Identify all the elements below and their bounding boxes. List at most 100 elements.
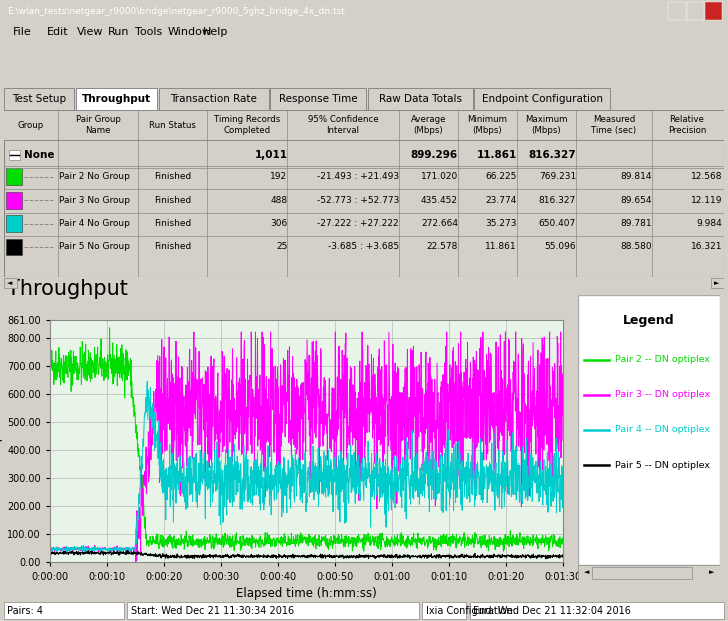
Text: 306: 306 bbox=[270, 219, 288, 228]
Bar bbox=[159, 88, 269, 110]
Text: Pair 3 -- DN optiplex: Pair 3 -- DN optiplex bbox=[615, 391, 710, 399]
Text: None: None bbox=[24, 150, 55, 160]
Text: Response Time: Response Time bbox=[279, 94, 357, 104]
Text: Minimum
(Mbps): Minimum (Mbps) bbox=[467, 116, 507, 135]
Text: Finished: Finished bbox=[154, 196, 191, 205]
Text: Pair 4 -- DN optiplex: Pair 4 -- DN optiplex bbox=[615, 425, 710, 435]
Bar bbox=[422, 602, 466, 619]
Text: Finished: Finished bbox=[154, 242, 191, 252]
Bar bbox=[668, 2, 686, 20]
Text: 89.814: 89.814 bbox=[620, 172, 652, 181]
Bar bbox=[127, 602, 419, 619]
Bar bbox=[711, 278, 724, 288]
Text: 435.452: 435.452 bbox=[421, 196, 458, 205]
Text: -27.222 : +27.222: -27.222 : +27.222 bbox=[317, 219, 399, 228]
Text: 11.861: 11.861 bbox=[477, 150, 517, 160]
Text: 192: 192 bbox=[270, 172, 288, 181]
Text: Help: Help bbox=[202, 27, 228, 37]
Text: Pairs: 4: Pairs: 4 bbox=[7, 605, 43, 615]
Text: Raw Data Totals: Raw Data Totals bbox=[379, 94, 462, 104]
Text: Pair 4 No Group: Pair 4 No Group bbox=[59, 219, 130, 228]
Text: Pair 2 -- DN optiplex: Pair 2 -- DN optiplex bbox=[615, 355, 710, 365]
Text: 66.225: 66.225 bbox=[486, 172, 517, 181]
Text: 35.273: 35.273 bbox=[486, 219, 517, 228]
Text: 9.984: 9.984 bbox=[697, 219, 722, 228]
Bar bbox=[368, 88, 472, 110]
Text: Maximum
(Mbps): Maximum (Mbps) bbox=[526, 116, 568, 135]
Bar bbox=[470, 602, 724, 619]
Text: 89.654: 89.654 bbox=[620, 196, 652, 205]
Text: Pair 3 No Group: Pair 3 No Group bbox=[59, 196, 130, 205]
Text: Edit: Edit bbox=[47, 27, 69, 37]
Bar bbox=[4, 110, 724, 140]
Text: 88.580: 88.580 bbox=[620, 242, 652, 252]
Bar bbox=[4, 278, 17, 288]
Text: 55.096: 55.096 bbox=[545, 242, 576, 252]
Bar bbox=[9, 150, 20, 160]
Text: Group: Group bbox=[17, 120, 44, 130]
Bar bbox=[6, 238, 22, 255]
Text: View: View bbox=[76, 27, 103, 37]
Text: Ixia Configuration:: Ixia Configuration: bbox=[426, 605, 515, 615]
Text: -52.773 : +52.773: -52.773 : +52.773 bbox=[317, 196, 399, 205]
Text: 171.020: 171.020 bbox=[421, 172, 458, 181]
Text: 22.578: 22.578 bbox=[427, 242, 458, 252]
Text: Run: Run bbox=[108, 27, 130, 37]
Text: 1,011: 1,011 bbox=[254, 150, 288, 160]
Text: 23.774: 23.774 bbox=[486, 196, 517, 205]
Text: Finished: Finished bbox=[154, 219, 191, 228]
Text: 899.296: 899.296 bbox=[411, 150, 458, 160]
Bar bbox=[474, 88, 610, 110]
Text: Throughput: Throughput bbox=[82, 94, 151, 104]
Text: Throughput: Throughput bbox=[7, 279, 128, 299]
Text: 16.321: 16.321 bbox=[691, 242, 722, 252]
Text: Window: Window bbox=[167, 27, 211, 37]
Text: Tools: Tools bbox=[135, 27, 162, 37]
Text: Finished: Finished bbox=[154, 172, 191, 181]
Text: Measured
Time (sec): Measured Time (sec) bbox=[591, 116, 636, 135]
Bar bbox=[4, 88, 74, 110]
Bar bbox=[705, 2, 722, 20]
Text: 769.231: 769.231 bbox=[539, 172, 576, 181]
Text: Transaction Rate: Transaction Rate bbox=[170, 94, 257, 104]
Text: 95% Confidence
Interval: 95% Confidence Interval bbox=[308, 116, 379, 135]
Text: 488: 488 bbox=[270, 196, 288, 205]
Text: 272.664: 272.664 bbox=[421, 219, 458, 228]
Text: ►: ► bbox=[714, 280, 720, 286]
Text: 12.568: 12.568 bbox=[691, 172, 722, 181]
Bar bbox=[270, 88, 366, 110]
Text: Test Setup: Test Setup bbox=[12, 94, 66, 104]
Bar bbox=[76, 88, 157, 110]
Text: ►: ► bbox=[709, 569, 714, 576]
Text: 11.861: 11.861 bbox=[486, 242, 517, 252]
Text: 25: 25 bbox=[276, 242, 288, 252]
X-axis label: Elapsed time (h:mm:ss): Elapsed time (h:mm:ss) bbox=[236, 587, 377, 600]
Text: Legend: Legend bbox=[623, 314, 675, 327]
Bar bbox=[6, 192, 22, 209]
Text: Timing Records
Completed: Timing Records Completed bbox=[214, 116, 280, 135]
Text: Start: Wed Dec 21 11:30:34 2016: Start: Wed Dec 21 11:30:34 2016 bbox=[131, 605, 294, 615]
Text: Run Status: Run Status bbox=[149, 120, 196, 130]
Text: End: Wed Dec 21 11:32:04 2016: End: Wed Dec 21 11:32:04 2016 bbox=[473, 605, 631, 615]
Text: 89.781: 89.781 bbox=[620, 219, 652, 228]
Text: E:\wlan_tests\netgear_r9000\bridge\netgear_r9000_5ghz_bridge_4x_dn.tst: E:\wlan_tests\netgear_r9000\bridge\netge… bbox=[7, 6, 345, 16]
Text: 12.119: 12.119 bbox=[691, 196, 722, 205]
Y-axis label: Mbps: Mbps bbox=[0, 426, 1, 457]
Text: 816.327: 816.327 bbox=[539, 196, 576, 205]
Text: Pair 5 No Group: Pair 5 No Group bbox=[59, 242, 130, 252]
Bar bbox=[6, 215, 22, 232]
Text: 816.327: 816.327 bbox=[529, 150, 576, 160]
Text: Pair 5 -- DN optiplex: Pair 5 -- DN optiplex bbox=[615, 461, 710, 469]
Text: ◄: ◄ bbox=[584, 569, 589, 576]
Text: -3.685 : +3.685: -3.685 : +3.685 bbox=[328, 242, 399, 252]
Text: -21.493 : +21.493: -21.493 : +21.493 bbox=[317, 172, 399, 181]
Text: Average
(Mbps): Average (Mbps) bbox=[411, 116, 446, 135]
Text: Pair Group
Name: Pair Group Name bbox=[76, 116, 120, 135]
Text: Pair 2 No Group: Pair 2 No Group bbox=[59, 172, 130, 181]
Bar bbox=[6, 168, 22, 185]
Text: File: File bbox=[13, 27, 32, 37]
Bar bbox=[4, 602, 124, 619]
Text: Endpoint Configuration: Endpoint Configuration bbox=[481, 94, 603, 104]
Bar bbox=[687, 2, 704, 20]
Text: 650.407: 650.407 bbox=[539, 219, 576, 228]
